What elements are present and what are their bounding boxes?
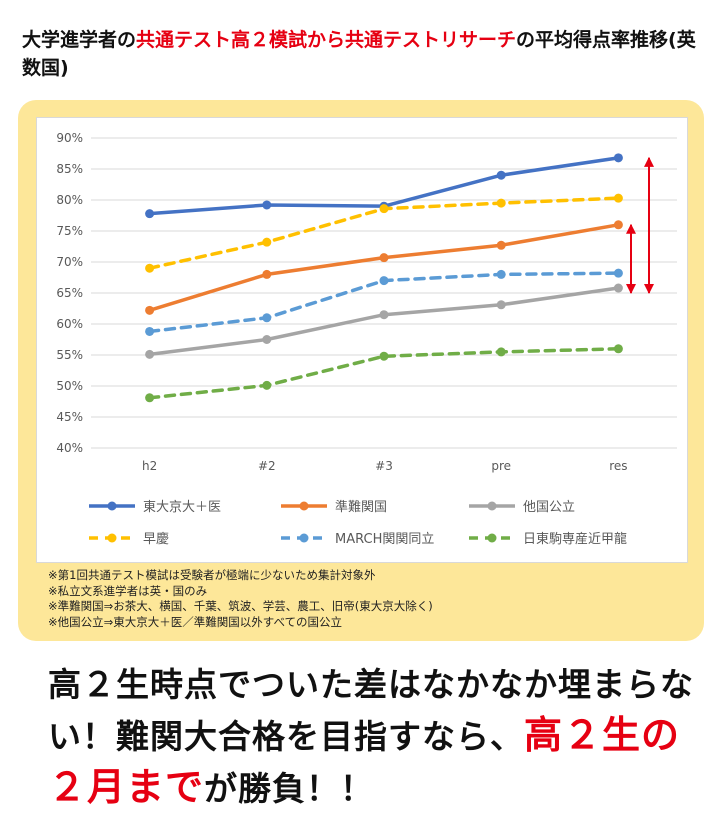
data-point	[496, 240, 506, 250]
footnote: ※私立文系進学者は英・国のみ	[48, 583, 208, 598]
data-point	[379, 276, 389, 286]
conclusion-part1: 高２生時点でついた差はなかなか埋まらない！難関大合格を目指すなら、	[48, 665, 694, 756]
data-point	[262, 200, 272, 210]
title-highlight: 共通テスト高２模試から共通テストリサーチ	[136, 29, 517, 51]
line-chart: 90% 85% 80% 75% 70% 65% 60% 55% 50% 45% 40% h2 #2 #3 p…	[56, 131, 677, 547]
x-tick-label: h2	[142, 459, 157, 473]
data-point	[613, 220, 623, 230]
y-tick-label: 90%	[56, 131, 83, 145]
data-point	[496, 170, 506, 180]
legend-label: 他国公立	[523, 500, 575, 515]
legend-label: MARCH関関同立	[335, 532, 434, 547]
data-point	[379, 204, 389, 214]
conclusion-text: 高２生時点でついた差はなかなか埋まらない！難関大合格を目指すなら、高２生の２月ま…	[48, 660, 708, 814]
data-point	[145, 349, 155, 359]
data-point	[613, 283, 623, 293]
data-point	[379, 351, 389, 361]
data-point	[145, 263, 155, 273]
y-tick-label: 60%	[56, 317, 83, 331]
y-tick-label: 40%	[56, 441, 83, 455]
data-point	[262, 335, 272, 344]
data-point	[613, 268, 623, 278]
data-point	[262, 380, 272, 390]
data-point	[262, 269, 272, 279]
data-point	[496, 269, 506, 279]
legend-marker	[107, 533, 117, 543]
data-point	[145, 326, 155, 336]
y-tick-label: 75%	[56, 224, 83, 238]
legend-label: 東大京大＋医	[143, 499, 221, 515]
data-point	[145, 209, 155, 219]
legend-marker	[107, 501, 117, 511]
footnote: ※他国公立⇒東大京大＋医／準難関国以外すべての国公立	[48, 614, 343, 629]
y-tick-label: 85%	[56, 162, 83, 176]
y-tick-label: 45%	[56, 410, 83, 424]
y-tick-label: 80%	[56, 193, 83, 207]
y-tick-label: 70%	[56, 255, 83, 269]
conclusion-highlight: 高２生の２月まで	[48, 713, 681, 809]
data-point	[145, 393, 155, 403]
legend-label: 早慶	[143, 532, 169, 547]
legend-marker	[487, 501, 497, 511]
data-point	[613, 193, 623, 203]
data-point	[262, 237, 272, 247]
data-point	[262, 313, 272, 323]
x-tick-label: res	[609, 459, 627, 473]
data-point	[496, 347, 506, 357]
title-part1: 大学進学者の	[22, 29, 137, 51]
data-point	[496, 300, 506, 310]
y-tick-label: 65%	[56, 286, 83, 300]
x-tick-label: #3	[375, 459, 393, 473]
data-point	[145, 305, 155, 315]
x-tick-label: pre	[491, 459, 511, 473]
data-point	[613, 344, 623, 354]
data-point	[613, 153, 623, 163]
legend-marker	[487, 533, 497, 543]
data-point	[379, 310, 389, 320]
legend-label: 日東駒専産近甲龍	[523, 531, 627, 547]
legend-marker	[299, 501, 309, 511]
series-line	[147, 286, 621, 357]
legend-marker	[299, 533, 309, 543]
chart-area: 90% 85% 80% 75% 70% 65% 60% 55% 50% 45% 40% h2 #2 #3 p…	[36, 117, 688, 563]
title-part2: の平均得点率推移(英数国)	[22, 29, 696, 79]
footnote: ※準難関国⇒お茶大、横国、千葉、筑波、学芸、農工、旧帝(東大京大除く)	[48, 599, 433, 613]
legend-label: 準難関国	[335, 499, 387, 515]
conclusion-part2: が勝負！！	[204, 769, 375, 808]
footnotes: ※第1回共通テスト模試は受験者が極端に少ないため集計対象外 ※私立文系進学者は英…	[48, 568, 688, 630]
data-point	[496, 198, 506, 208]
x-tick-label: #2	[258, 459, 276, 473]
data-point	[379, 253, 389, 263]
chart-title: 大学進学者の共通テスト高２模試から共通テストリサーチの平均得点率推移(英数国)	[22, 26, 712, 82]
y-tick-label: 50%	[56, 379, 83, 393]
y-tick-label: 55%	[56, 348, 83, 362]
footnote: ※第1回共通テスト模試は受験者が極端に少ないため集計対象外	[48, 568, 376, 582]
